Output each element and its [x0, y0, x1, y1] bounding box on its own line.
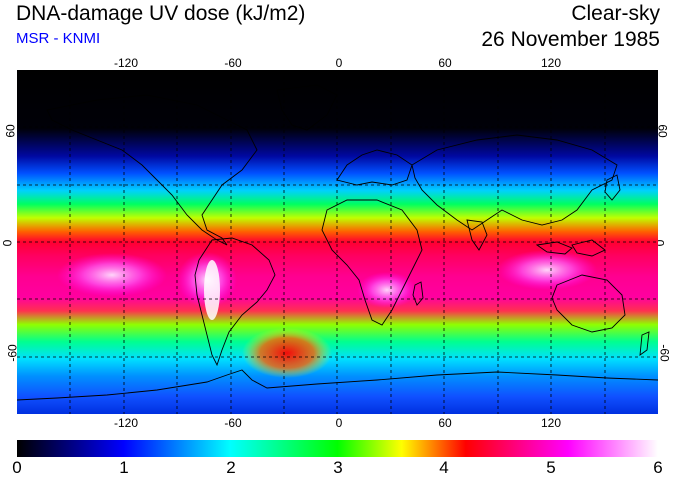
colorbar-label: 2: [226, 458, 236, 477]
lon-tick-top: 120: [540, 56, 562, 70]
lon-tick-top: -60: [224, 56, 242, 70]
colorbar-label: 3: [333, 458, 343, 477]
colorbar-label: 5: [546, 458, 556, 477]
lat-tick-right: 60: [655, 124, 670, 138]
colorbar-label: 1: [119, 458, 129, 477]
colorbar: [17, 440, 658, 457]
map-subtitle: MSR - KNMI: [16, 30, 101, 47]
map-date: 26 November 1985: [481, 28, 660, 51]
lat-tick-left: 0: [0, 239, 15, 247]
uv-anomaly-south-atlantic: [242, 328, 332, 378]
uv-dose-map: [17, 70, 658, 414]
colorbar-label: 0: [12, 458, 22, 477]
colorbar-gradient: [17, 440, 658, 457]
lat-tick-right: -60: [657, 344, 672, 362]
lon-tick-top: 60: [438, 56, 452, 70]
sky-condition: Clear-sky: [571, 2, 660, 25]
lat-tick-left: 60: [3, 124, 18, 138]
lon-tick-bottom: 0: [335, 416, 343, 430]
lon-tick-top: 0: [335, 56, 343, 70]
uv-maximum-indian: [497, 250, 597, 290]
uv-maximum-pacific: [57, 253, 167, 297]
map-title: DNA-damage UV dose (kJ/m2): [16, 2, 306, 25]
graticule: [17, 70, 658, 414]
colorbar-label: 6: [653, 458, 663, 477]
lon-tick-bottom: 60: [438, 416, 452, 430]
lon-tick-bottom: 120: [540, 416, 562, 430]
coastlines: [17, 84, 658, 401]
colorbar-label: 4: [439, 458, 449, 477]
lon-tick-bottom: -120: [113, 416, 139, 430]
lon-tick-top: -120: [113, 56, 139, 70]
uv-peak-altiplano: [204, 260, 220, 320]
lon-tick-bottom: -60: [224, 416, 242, 430]
